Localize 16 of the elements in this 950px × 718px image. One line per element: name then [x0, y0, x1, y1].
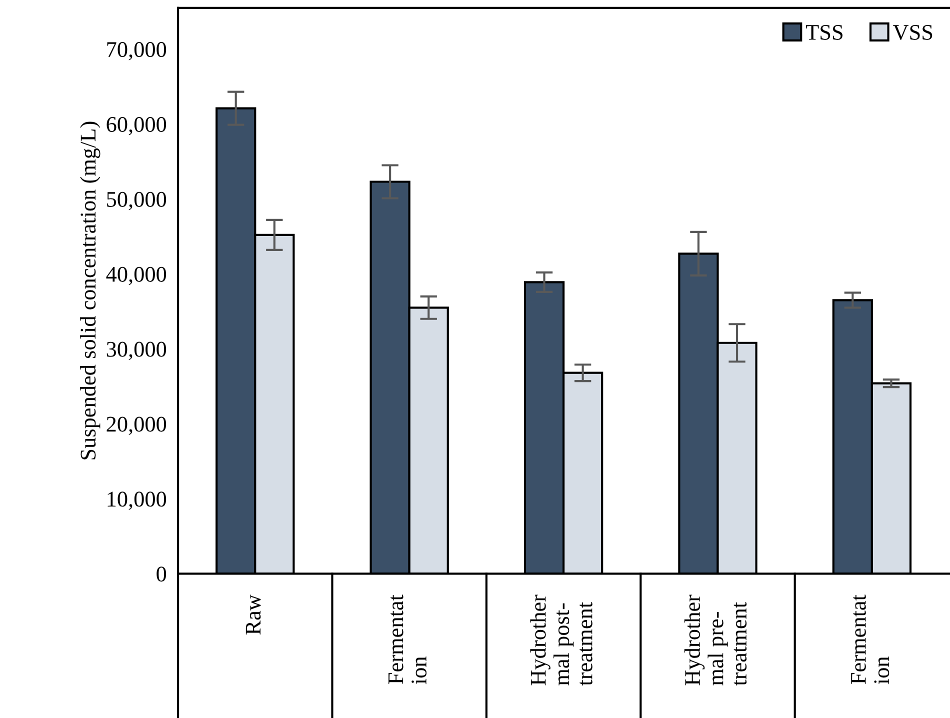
- y-tick-label: 70,000: [107, 42, 166, 60]
- x-tick-label: Raw: [246, 594, 261, 635]
- x-tick-label: Hydrothermal pre-treatment: [684, 594, 747, 686]
- x-tick-label: Fermentation: [851, 594, 890, 684]
- y-tick-label: 0: [156, 566, 166, 582]
- y-tick-label: 20,000: [106, 416, 166, 435]
- y-tick-label: 40,000: [106, 266, 166, 286]
- y-tick-label: 30,000: [106, 342, 166, 360]
- x-tick-label: Hydrothermal post-treatment: [530, 594, 592, 686]
- y-tick-label: 60,000: [106, 116, 166, 136]
- y-tick-label: 50,000: [107, 192, 166, 210]
- x-tick-label: Fermentation: [388, 594, 427, 684]
- legend-label: TSS: [806, 24, 842, 40]
- y-tick-label: 10,000: [108, 492, 166, 510]
- y-axis-title: Suspended solid concentration (mg/L): [80, 122, 100, 460]
- legend-label: VSS: [892, 24, 932, 40]
